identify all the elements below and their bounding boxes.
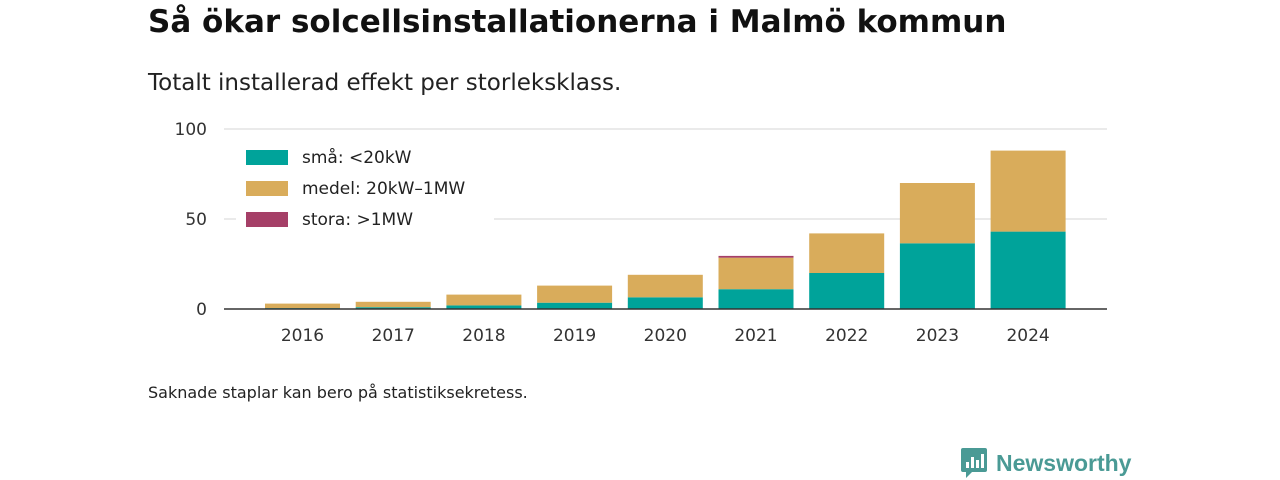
- x-tick-label-2021: 2021: [734, 326, 777, 346]
- bar-2021-series-2: [718, 255, 794, 258]
- x-tick-label-2022: 2022: [825, 326, 868, 346]
- stacked-bar-chart: 0 50 100 2016 2017 2018 2019 2020 2021 2022 2023 20…: [175, 120, 1107, 346]
- chart-title: Så ökar solcellsinstallationerna i Malmö…: [148, 4, 1007, 40]
- bar-2018-series-0: [446, 305, 522, 309]
- x-tick-label-2019: 2019: [553, 326, 596, 346]
- bar-2024-series-1: [990, 150, 1066, 232]
- newsworthy-logo-icon: [961, 448, 987, 478]
- chart-subtitle: Totalt installerad effekt per storlekskl…: [148, 70, 622, 96]
- legend-label-1: medel: 20kW–1MW: [302, 179, 465, 199]
- y-tick-label-50: 50: [185, 210, 207, 230]
- legend-swatch-1: [246, 181, 288, 196]
- bar-2024-series-0: [990, 231, 1066, 309]
- legend-swatch-2: [246, 212, 288, 227]
- bar-2020-series-1: [627, 274, 703, 298]
- bar-2017-series-0: [355, 307, 431, 309]
- bar-2017-series-1: [355, 301, 431, 308]
- bar-2019-series-0: [537, 302, 613, 309]
- bar-2018-series-1: [446, 294, 522, 306]
- bar-2016-series-1: [265, 303, 340, 309]
- x-tick-label-2017: 2017: [372, 326, 415, 346]
- x-tick-label-2018: 2018: [462, 326, 505, 346]
- legend-swatch-0: [246, 150, 288, 165]
- bar-2022-series-1: [809, 233, 885, 273]
- brand-name: Newsworthy: [996, 449, 1132, 476]
- bar-2019-series-1: [537, 285, 613, 303]
- x-tick-label-2020: 2020: [644, 326, 687, 346]
- x-tick-label-2023: 2023: [916, 326, 959, 346]
- bar-2023-series-1: [899, 183, 975, 244]
- y-tick-label-0: 0: [196, 300, 207, 320]
- legend-label-0: små: <20kW: [302, 147, 412, 168]
- y-tick-label-100: 100: [175, 120, 207, 140]
- x-tick-label-2016: 2016: [281, 326, 324, 346]
- x-tick-label-2024: 2024: [1006, 326, 1049, 346]
- legend-label-2: stora: >1MW: [302, 210, 413, 230]
- bar-2021-series-0: [718, 289, 794, 309]
- brand-logo: Newsworthy: [960, 446, 1131, 480]
- footnote: Saknade staplar kan bero på statistiksek…: [148, 383, 528, 402]
- bar-2022-series-0: [809, 273, 885, 309]
- bar-2023-series-0: [899, 243, 975, 309]
- bar-2021-series-1: [718, 257, 794, 290]
- bar-2020-series-0: [627, 297, 703, 309]
